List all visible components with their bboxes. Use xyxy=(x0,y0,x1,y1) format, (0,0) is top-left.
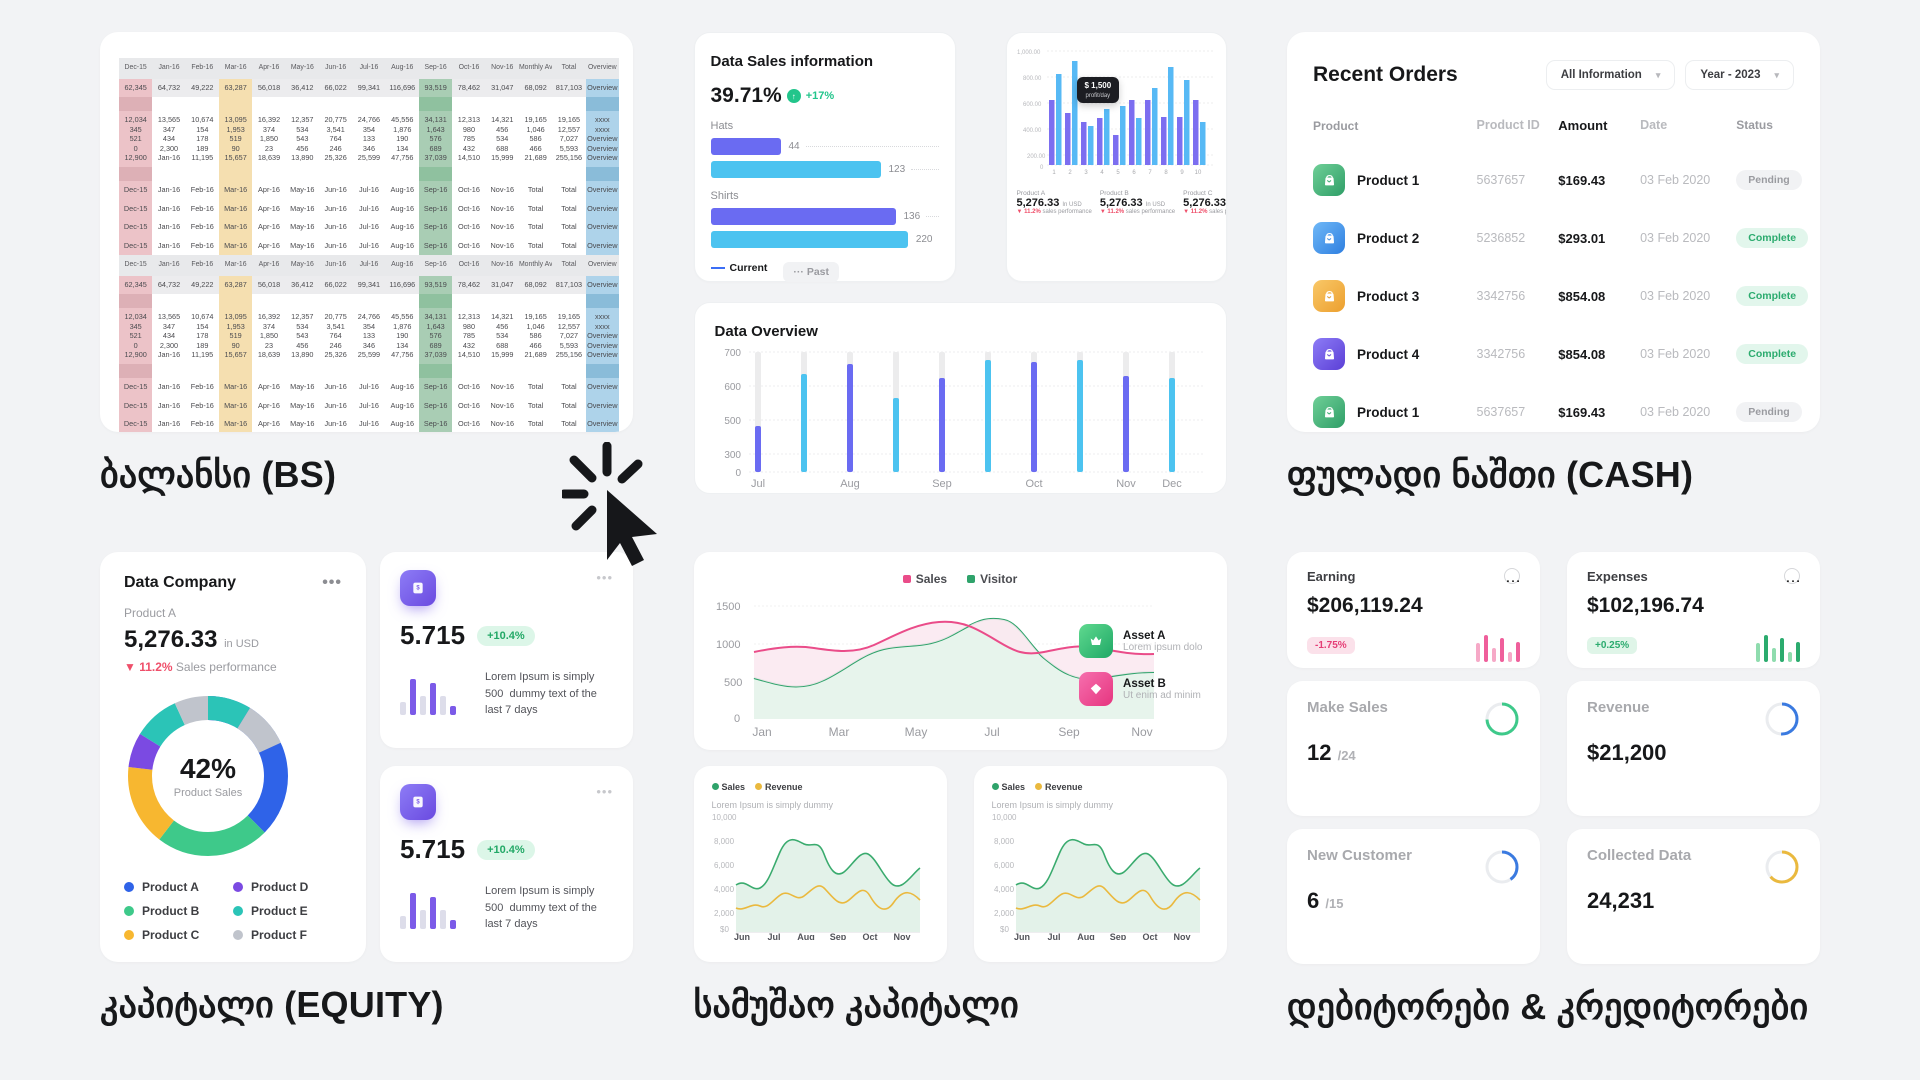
svg-text:6,000: 6,000 xyxy=(994,861,1015,870)
svg-text:6: 6 xyxy=(1132,170,1136,176)
svg-text:7: 7 xyxy=(1148,170,1152,176)
svg-text:Aug: Aug xyxy=(797,932,815,940)
svg-text:300: 300 xyxy=(724,450,741,461)
svg-text:Jan: Jan xyxy=(752,725,771,739)
svg-text:8: 8 xyxy=(1164,170,1168,176)
svg-text:200.00: 200.00 xyxy=(1027,154,1046,160)
svg-text:4,000: 4,000 xyxy=(994,885,1015,894)
svg-text:400.00: 400.00 xyxy=(1023,128,1042,134)
svg-text:700: 700 xyxy=(724,348,741,359)
svg-text:Jun: Jun xyxy=(733,932,749,940)
svg-text:Sep: Sep xyxy=(1109,932,1126,940)
svg-text:Oct: Oct xyxy=(1142,932,1157,940)
svg-text:1500: 1500 xyxy=(716,601,740,613)
svg-text:4: 4 xyxy=(1100,170,1104,176)
svg-text:10,000: 10,000 xyxy=(992,813,1017,822)
svg-text:2: 2 xyxy=(1068,170,1072,176)
svg-text:5: 5 xyxy=(1116,170,1120,176)
svg-text:Jul: Jul xyxy=(767,932,780,940)
svg-text:2,000: 2,000 xyxy=(714,909,735,918)
svg-text:0: 0 xyxy=(734,713,740,725)
svg-text:Sep: Sep xyxy=(1058,725,1080,739)
svg-text:Nov: Nov xyxy=(1116,478,1136,490)
svg-text:1: 1 xyxy=(1052,170,1056,176)
svg-text:10: 10 xyxy=(1194,170,1201,176)
svg-text:4,000: 4,000 xyxy=(714,885,735,894)
svg-text:Mar: Mar xyxy=(828,725,849,739)
svg-text:Nov: Nov xyxy=(1173,932,1190,940)
svg-text:10,000: 10,000 xyxy=(712,813,737,822)
svg-text:8,000: 8,000 xyxy=(714,837,735,846)
svg-text:Dec: Dec xyxy=(1162,478,1182,490)
svg-text:Nov: Nov xyxy=(1131,725,1152,739)
svg-text:500: 500 xyxy=(724,677,742,689)
svg-text:Sep: Sep xyxy=(829,932,846,940)
svg-text:0: 0 xyxy=(1040,165,1044,171)
svg-text:1,000.00: 1,000.00 xyxy=(1017,50,1041,56)
svg-text:1000: 1000 xyxy=(716,639,740,651)
svg-text:3: 3 xyxy=(1084,170,1088,176)
svg-text:800.00: 800.00 xyxy=(1023,76,1042,82)
svg-text:500: 500 xyxy=(724,416,741,427)
svg-text:8,000: 8,000 xyxy=(994,837,1015,846)
svg-text:May: May xyxy=(904,725,927,739)
svg-text:Jul: Jul xyxy=(984,725,999,739)
svg-text:Nov: Nov xyxy=(893,932,910,940)
svg-text:600: 600 xyxy=(724,382,741,393)
svg-text:6,000: 6,000 xyxy=(714,861,735,870)
svg-text:600.00: 600.00 xyxy=(1023,102,1042,108)
svg-text:$0: $0 xyxy=(1000,925,1009,934)
svg-text:9: 9 xyxy=(1180,170,1184,176)
svg-text:Jul: Jul xyxy=(1047,932,1060,940)
svg-text:Jun: Jun xyxy=(1013,932,1029,940)
svg-text:Aug: Aug xyxy=(840,478,860,490)
svg-text:2,000: 2,000 xyxy=(994,909,1015,918)
svg-text:Aug: Aug xyxy=(1077,932,1095,940)
svg-text:Oct: Oct xyxy=(1025,478,1042,490)
svg-text:Jul: Jul xyxy=(750,478,764,490)
svg-text:0: 0 xyxy=(735,468,741,479)
svg-text:$0: $0 xyxy=(720,925,729,934)
svg-text:Oct: Oct xyxy=(862,932,877,940)
svg-text:Sep: Sep xyxy=(932,478,952,490)
